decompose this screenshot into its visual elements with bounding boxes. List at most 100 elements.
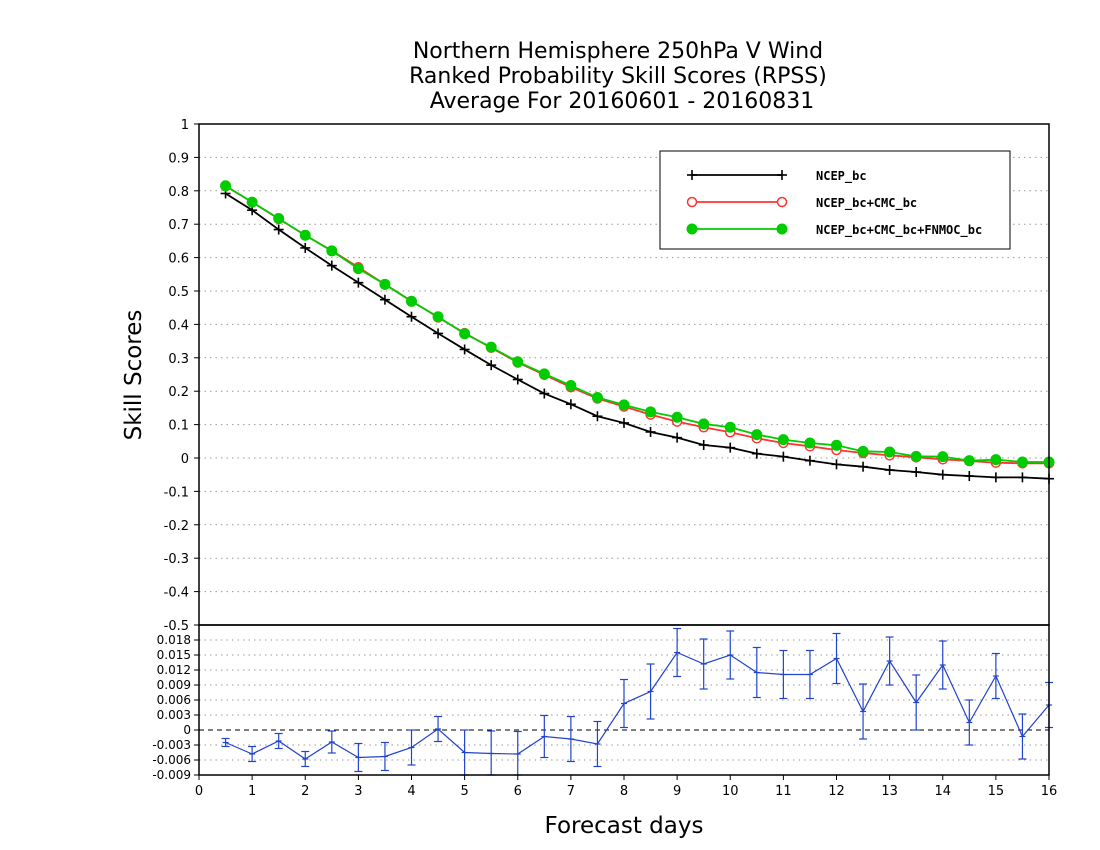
y-tick-label: 0 [181, 452, 189, 467]
x-axis-label: Forecast days [545, 813, 704, 839]
plus-marker [698, 439, 709, 450]
plus-marker [990, 472, 1001, 483]
filled-circle-marker [686, 223, 698, 235]
y-tick-label: 0.2 [168, 385, 189, 400]
plus-marker [672, 432, 683, 443]
filled-circle-marker [538, 368, 550, 380]
x-tick-label: 2 [301, 784, 309, 799]
filled-circle-marker [937, 451, 949, 463]
title-line-3: Average For 20160601 - 20160831 [430, 89, 815, 114]
top-panel-y-ticks: 1 0.9 0.8 0.7 0.6 0.5 0.4 0.3 0.2 0.1 0 -0.1 -0.2 -0.… [164, 118, 199, 634]
x-tick-label: 16 [1041, 784, 1058, 799]
legend-box [659, 150, 1011, 250]
series-2 [220, 180, 1055, 468]
title-line-1: Northern Hemisphere 250hPa V Wind [413, 39, 823, 64]
y-tick-label: -0.006 [152, 753, 191, 767]
y-tick-label: -0.2 [164, 519, 189, 534]
filled-circle-marker [1016, 456, 1028, 468]
top-panel-series [220, 180, 1055, 484]
y-tick-label: -0.003 [152, 738, 191, 752]
legend: NCEP_bc NCEP_bc+CMC_bc NCEP_bc+CMC_bc+FNMO… [659, 150, 1011, 250]
diff-line [225, 651, 1050, 760]
filled-circle-marker [857, 445, 869, 457]
x-tick-label: 5 [460, 784, 468, 799]
plus-marker [1017, 472, 1028, 483]
filled-circle-marker [591, 392, 603, 404]
y-axis-label: Skill Scores [121, 310, 147, 441]
plus-marker [619, 417, 629, 428]
y-tick-label: -0.3 [164, 552, 189, 567]
filled-circle-marker [751, 429, 763, 441]
legend-label: NCEP_bc+CMC_bc [816, 196, 917, 211]
filled-circle-marker [273, 213, 285, 225]
plus-marker [777, 170, 787, 180]
plus-marker [858, 461, 869, 472]
filled-circle-marker [963, 455, 975, 467]
y-tick-label: 0.015 [157, 648, 191, 662]
plus-marker [539, 388, 550, 399]
y-tick-label: -0.4 [164, 586, 189, 601]
plus-marker [911, 467, 922, 478]
x-tick-label: 12 [828, 784, 845, 799]
x-axis-ticks: 0 1 2 3 4 5 6 7 8 9 10 11 12 13 14 15 16 [195, 775, 1057, 799]
filled-circle-marker [698, 418, 710, 430]
filled-circle-marker [777, 434, 789, 446]
filled-circle-marker [804, 437, 816, 449]
plus-marker [725, 442, 736, 453]
plus-marker [645, 426, 656, 437]
filled-circle-marker [724, 421, 736, 433]
bottom-panel-series [221, 627, 1053, 776]
filled-circle-marker [565, 380, 577, 392]
plus-marker [937, 469, 948, 480]
filled-circle-marker [618, 399, 630, 411]
plus-marker [353, 277, 364, 288]
x-tick-label: 9 [673, 784, 681, 799]
diff-series-0 [221, 627, 1053, 776]
x-tick-label: 7 [567, 784, 575, 799]
filled-circle-marker [884, 446, 896, 458]
y-tick-label: 0.5 [168, 285, 189, 300]
plus-marker [565, 399, 576, 410]
series-0 [220, 188, 1054, 484]
y-tick-label: 0.7 [168, 218, 189, 233]
filled-circle-marker [352, 263, 364, 275]
y-tick-label: 0.018 [157, 633, 191, 647]
filled-circle-marker [406, 295, 417, 307]
y-tick-label: 0.6 [168, 252, 189, 267]
y-tick-label: 0.3 [168, 352, 189, 367]
plus-marker [326, 260, 337, 271]
legend-item: NCEP_bc+CMC_bc [686, 196, 917, 211]
y-tick-label: 0.012 [157, 663, 191, 677]
legend-item: NCEP_bc+CMC_bc+FNMOC_bc [686, 223, 982, 238]
plus-marker [592, 411, 603, 422]
y-tick-label: 0.8 [168, 185, 189, 200]
plus-marker [751, 448, 762, 459]
filled-circle-marker [459, 328, 471, 340]
filled-circle-marker [432, 311, 444, 323]
top-panel-grid [199, 156, 1049, 593]
x-tick-label: 6 [514, 784, 522, 799]
plus-marker [804, 455, 815, 466]
filled-circle-marker [326, 245, 338, 257]
plus-marker [884, 465, 895, 476]
plus-marker [831, 459, 842, 470]
filled-circle-marker [246, 196, 258, 208]
plus-marker [273, 224, 284, 235]
x-tick-label: 15 [988, 784, 1005, 799]
x-tick-label: 13 [881, 784, 898, 799]
y-tick-label: -0.5 [164, 619, 189, 634]
x-tick-label: 8 [620, 784, 628, 799]
y-tick-label: 0.9 [168, 151, 189, 166]
bottom-panel-y-ticks: 0.0180.0150.0120.0090.0060.0030-0.003-0.… [152, 633, 199, 782]
y-tick-label: 0.009 [157, 678, 191, 692]
filled-circle-marker [671, 411, 683, 423]
open-circle-marker [686, 196, 698, 208]
y-tick-label: 0.4 [168, 318, 189, 333]
plus-marker [300, 242, 311, 253]
x-tick-label: 4 [407, 784, 415, 799]
filled-circle-marker [776, 223, 788, 235]
y-tick-label: -0.009 [152, 768, 191, 782]
x-tick-label: 10 [722, 784, 739, 799]
y-tick-label: -0.1 [164, 485, 189, 500]
